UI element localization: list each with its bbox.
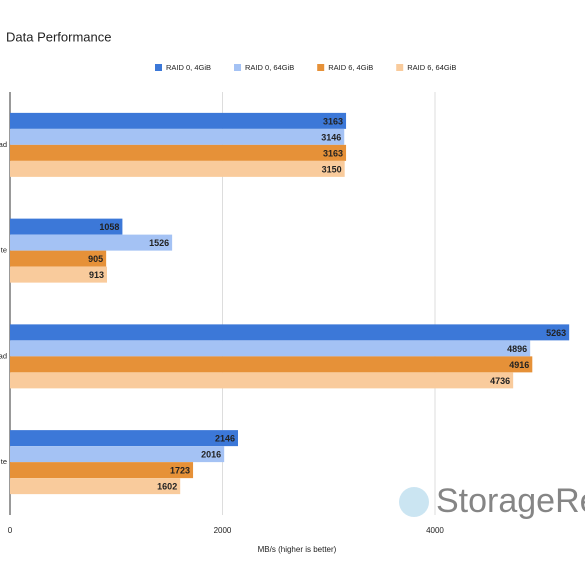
bar [10,234,173,251]
x-tick-label: 2000 [214,526,232,535]
y-tick-label: ad [0,140,7,149]
legend-swatch [396,64,404,71]
bar [10,324,570,341]
value-label: 3146 [321,132,341,142]
value-label: 4916 [509,360,529,370]
legend-label: RAID 0, 4GiB [166,63,211,72]
x-tick-label: 0 [8,526,13,535]
bar [10,160,345,177]
value-label: 3150 [322,164,342,174]
legend-label: RAID 6, 4GiB [328,63,373,72]
value-label: 913 [89,270,104,280]
value-label: 1058 [99,222,119,232]
bar [10,266,108,283]
bar [10,340,531,357]
legend-label: RAID 0, 64GiB [245,63,294,72]
value-label: 5263 [546,328,566,338]
legend-label: RAID 6, 64GiB [407,63,456,72]
x-axis-label: MB/s (higher is better) [258,545,337,554]
bar [10,462,194,479]
bar [10,356,533,373]
legend-swatch [155,64,162,71]
bar [10,478,181,495]
watermark-logo [399,487,429,517]
value-label: 3163 [323,148,343,158]
legend-swatch [317,64,325,71]
x-tick-label: 4000 [426,526,444,535]
watermark: StorageRev [436,482,585,520]
chart-title: Data Performance [6,29,112,44]
bar [10,144,347,161]
y-tick-label: te [1,246,7,255]
bar [10,112,347,129]
bar [10,372,514,389]
value-label: 2146 [215,434,235,444]
value-label: 1602 [157,482,177,492]
value-label: 1526 [149,238,169,248]
y-tick-label: te [1,457,7,466]
value-label: 3163 [323,116,343,126]
bar [10,218,123,235]
legend-swatch [234,64,242,71]
value-label: 2016 [201,450,221,460]
value-label: 1723 [170,466,190,476]
bar [10,446,225,463]
value-label: 905 [88,254,103,264]
y-tick-label: ad [0,351,7,360]
value-label: 4736 [490,376,510,386]
bar [10,128,345,145]
bar [10,430,239,447]
bar [10,250,107,267]
value-label: 4896 [507,344,527,354]
